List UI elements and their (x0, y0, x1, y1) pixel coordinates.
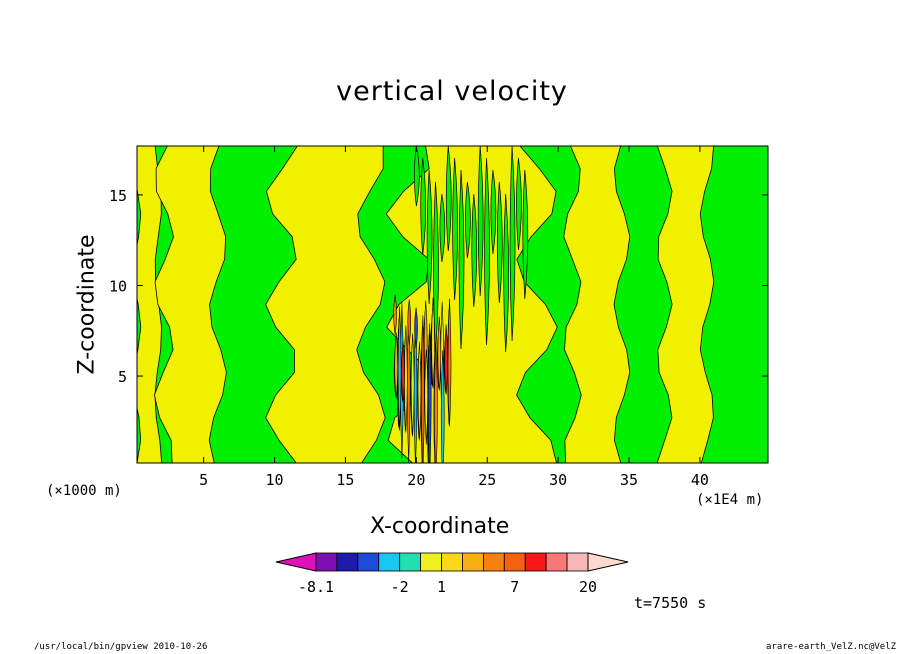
x-tick-label: 20 (407, 471, 425, 489)
x-scale-label: (×1E4 m) (696, 492, 764, 508)
core-cell (447, 298, 452, 427)
core-cell (413, 318, 418, 463)
negative-streak (516, 157, 522, 251)
positive-band (265, 146, 386, 463)
colorbar-swatch (336, 552, 359, 572)
colorbar: -8.1 -2 1 7 20 (275, 552, 629, 596)
colorbar-swatch (566, 552, 589, 572)
x-tick-label: 5 (199, 471, 208, 489)
colorbar-swatch (545, 552, 568, 572)
negative-streak (471, 193, 478, 308)
colorbar-swatch (378, 552, 401, 572)
time-label: t=7550 s (634, 594, 707, 612)
negative-streak (490, 169, 497, 255)
y-tick-label: 10 (109, 277, 127, 295)
x-tick-label: 35 (620, 471, 638, 489)
y-tick-label: 15 (109, 187, 127, 205)
colorbar-arrow-low (275, 552, 317, 572)
colorbar-swatch (315, 552, 338, 572)
x-axis-label: X-coordinate (370, 514, 510, 539)
colorbar-swatch (399, 552, 422, 572)
colorbar-arrow-high (587, 552, 629, 572)
core-cell (434, 342, 438, 463)
core-cell (414, 307, 418, 349)
colorbar-label: -2 (391, 578, 409, 596)
negative-streak (503, 193, 510, 353)
negative-streak (413, 146, 420, 207)
positive-band (563, 146, 631, 463)
negative-streak (509, 146, 516, 342)
core-cell (437, 316, 442, 391)
negative-streak (477, 146, 484, 297)
core-cell (444, 324, 448, 395)
colorbar-swatch (503, 552, 526, 572)
negative-streak (458, 169, 465, 350)
convective-core (393, 294, 452, 463)
negative-streak (465, 181, 471, 259)
x-unit-label: (×1000 m) (46, 483, 122, 499)
x-tick-label: 30 (549, 471, 567, 489)
negative-streak (445, 146, 452, 252)
colorbar-swatch (357, 552, 380, 572)
colorbar-label: 1 (437, 578, 446, 596)
x-axis-ticks: 5 10 15 20 25 30 35 40 (199, 146, 709, 489)
core-cell (404, 325, 408, 433)
colorbar-label: -8.1 (298, 578, 334, 596)
plot-frame (136, 145, 769, 464)
core-cell (424, 349, 429, 445)
core-cell (417, 341, 422, 441)
x-tick-label: 25 (478, 471, 496, 489)
positive-band (656, 146, 715, 463)
core-cell (410, 333, 415, 437)
colorbar-swatch (462, 552, 484, 572)
negative-streak (496, 181, 503, 304)
colorbar-swatch (420, 552, 442, 572)
x-tick-label: 10 (266, 471, 284, 489)
core-cell (427, 323, 432, 463)
chart-title: vertical velocity (336, 76, 568, 107)
core-cell (397, 306, 402, 431)
core-cell (440, 350, 445, 463)
x-tick-label: 40 (691, 471, 709, 489)
negative-streak (426, 169, 433, 305)
core-cell (421, 315, 425, 463)
colorbar-swatch (482, 552, 505, 572)
footer-right: arare-earth_VelZ.nc@VelZ (766, 642, 897, 652)
core-cell (401, 340, 405, 403)
negative-streak (439, 193, 446, 263)
positive-band (137, 146, 163, 463)
y-axis-label: Z-coordinate (74, 234, 100, 375)
core-cell (393, 294, 397, 335)
core-cell (407, 299, 412, 345)
y-axis-ticks: 5 10 15 (109, 187, 768, 386)
core-cell (431, 297, 435, 389)
colorbar-label: 20 (579, 578, 597, 596)
footer-left: /usr/local/bin/gpview 2010-10-26 (34, 642, 208, 652)
colorbar-label: 7 (510, 578, 519, 596)
x-tick-label: 15 (336, 471, 354, 489)
colorbar-swatch (441, 552, 463, 572)
negative-streak (420, 157, 427, 256)
contour-field (137, 146, 768, 463)
core-cell (394, 332, 398, 399)
positive-band (153, 146, 227, 463)
negative-streak (522, 169, 529, 300)
colorbar-swatch (524, 552, 547, 572)
negative-streak (452, 157, 458, 301)
negative-streak (484, 157, 490, 346)
y-tick-label: 5 (118, 368, 127, 386)
